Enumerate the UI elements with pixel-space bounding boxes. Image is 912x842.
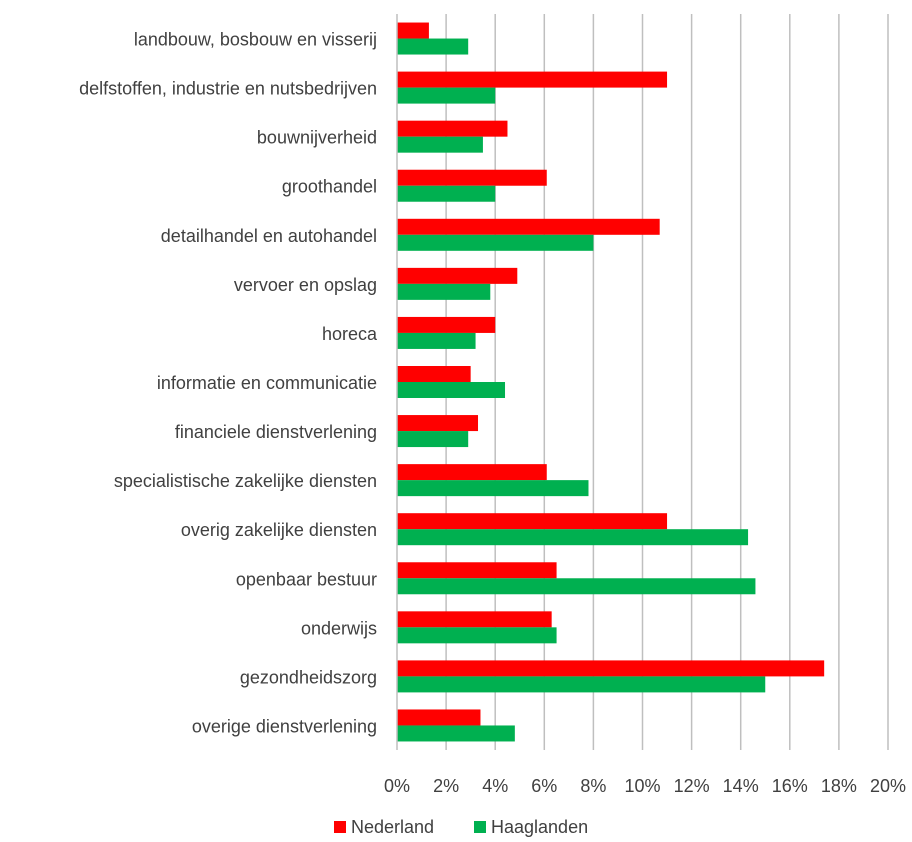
bar-haaglanden bbox=[397, 725, 515, 742]
legend-label-nederland: Nederland bbox=[351, 817, 434, 837]
bar-nederland bbox=[397, 218, 660, 235]
x-tick-label: 16% bbox=[772, 776, 808, 796]
bar-haaglanden bbox=[397, 38, 469, 55]
bar-haaglanden bbox=[397, 431, 469, 448]
category-label: detailhandel en autohandel bbox=[161, 226, 377, 246]
x-tick-label: 8% bbox=[580, 776, 606, 796]
legend-swatch-haaglanden bbox=[474, 821, 486, 833]
bar-haaglanden bbox=[397, 185, 496, 202]
bar-haaglanden bbox=[397, 382, 506, 398]
bar-nederland bbox=[397, 562, 557, 579]
category-label: informatie en communicatie bbox=[157, 373, 377, 393]
bar-haaglanden bbox=[397, 136, 483, 153]
bar-nederland bbox=[397, 267, 518, 284]
bar-nederland bbox=[397, 611, 552, 628]
category-label: bouwnijverheid bbox=[257, 128, 377, 148]
x-tick-label: 4% bbox=[482, 776, 508, 796]
legend: Nederland Haaglanden bbox=[334, 817, 588, 837]
category-label: delfstoffen, industrie en nutsbedrijven bbox=[79, 79, 377, 99]
bar-nederland bbox=[397, 71, 668, 88]
bar-haaglanden bbox=[397, 283, 491, 300]
bar-haaglanden bbox=[397, 480, 589, 497]
bar-nederland bbox=[397, 366, 471, 382]
category-label: openbaar bestuur bbox=[236, 569, 377, 589]
category-labels: landbouw, bosbouw en visserij delfstoffen… bbox=[79, 30, 378, 737]
x-tick-label: 20% bbox=[870, 776, 906, 796]
x-tick-label: 2% bbox=[433, 776, 459, 796]
category-label: overig zakelijke diensten bbox=[181, 520, 377, 540]
bar-haaglanden bbox=[397, 234, 594, 251]
bar-nederland bbox=[397, 709, 481, 726]
x-tick-label: 10% bbox=[624, 776, 660, 796]
bar-nederland bbox=[397, 660, 825, 677]
bar-haaglanden bbox=[397, 87, 496, 104]
bar-haaglanden bbox=[397, 332, 476, 349]
category-label: groothandel bbox=[282, 177, 377, 197]
category-label: vervoer en opslag bbox=[234, 275, 377, 295]
x-tick-label: 12% bbox=[674, 776, 710, 796]
bar-nederland bbox=[397, 22, 429, 39]
category-label: landbouw, bosbouw en visserij bbox=[134, 30, 377, 50]
legend-swatch-nederland bbox=[334, 821, 346, 833]
bar-nederland bbox=[397, 415, 479, 432]
category-label: horeca bbox=[322, 324, 378, 344]
bar-haaglanden bbox=[397, 676, 766, 693]
bars bbox=[397, 22, 825, 742]
category-label: overige dienstverlening bbox=[192, 716, 377, 736]
bar-nederland bbox=[397, 316, 496, 333]
x-tick-labels: 0% 2% 4% 6% 8% 10% 12% 14% 16% 18% 20% bbox=[384, 776, 906, 796]
x-tick-label: 0% bbox=[384, 776, 410, 796]
bar-nederland bbox=[397, 464, 547, 481]
category-label: gezondheidszorg bbox=[240, 667, 377, 687]
bar-haaglanden bbox=[397, 578, 756, 595]
category-label: onderwijs bbox=[301, 618, 377, 638]
gridlines bbox=[445, 14, 889, 750]
x-tick-label: 6% bbox=[531, 776, 557, 796]
x-tick-label: 14% bbox=[723, 776, 759, 796]
bar-haaglanden bbox=[397, 627, 557, 644]
bar-haaglanden bbox=[397, 529, 749, 546]
category-label: financiele dienstverlening bbox=[175, 422, 377, 442]
bar-nederland bbox=[397, 513, 668, 530]
bar-nederland bbox=[397, 120, 508, 137]
category-label: specialistische zakelijke diensten bbox=[114, 471, 377, 491]
bar-nederland bbox=[397, 169, 547, 186]
legend-label-haaglanden: Haaglanden bbox=[491, 817, 588, 837]
x-tick-label: 18% bbox=[821, 776, 857, 796]
